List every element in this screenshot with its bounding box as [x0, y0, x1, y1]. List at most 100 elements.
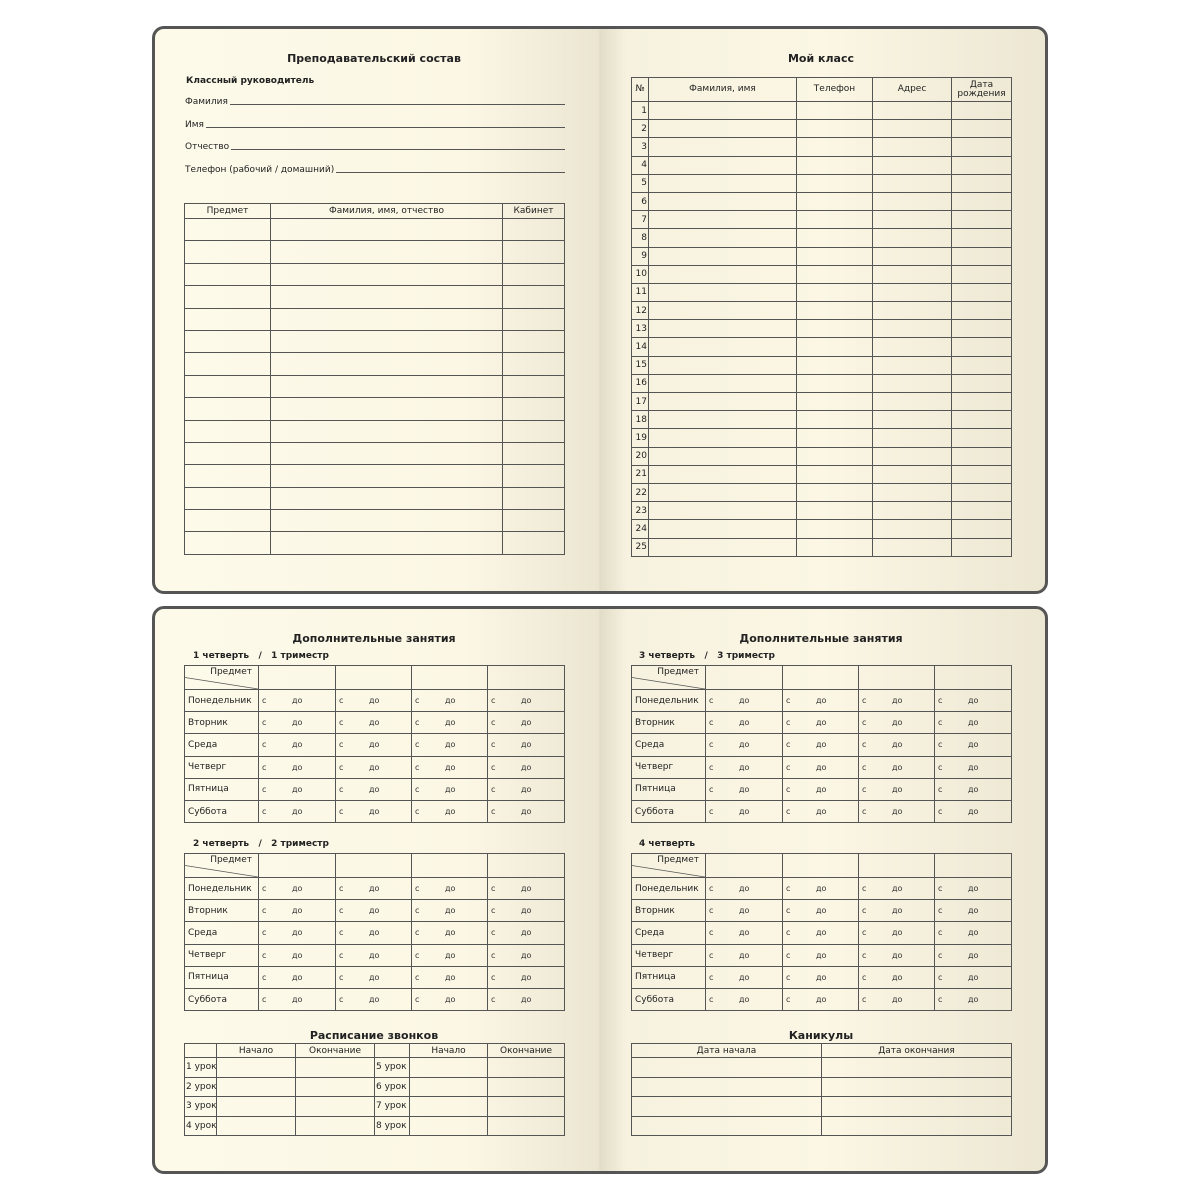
- input-cell[interactable]: [648, 501, 797, 521]
- input-cell[interactable]: [951, 501, 1012, 521]
- input-cell[interactable]: [872, 464, 952, 484]
- time-range-cell[interactable]: с до: [934, 777, 1012, 801]
- input-cell[interactable]: [796, 337, 873, 357]
- time-range-cell[interactable]: с до: [934, 799, 1012, 824]
- input-cell[interactable]: [409, 1057, 488, 1078]
- time-range-cell[interactable]: с до: [411, 921, 488, 945]
- subject-input-cell[interactable]: [782, 853, 859, 878]
- time-range-cell[interactable]: с до: [858, 733, 935, 757]
- input-cell[interactable]: [951, 246, 1012, 266]
- time-range-cell[interactable]: с до: [858, 876, 935, 901]
- input-cell[interactable]: [184, 240, 271, 264]
- input-cell[interactable]: [796, 482, 873, 503]
- input-cell[interactable]: [216, 1057, 296, 1078]
- input-cell[interactable]: [951, 410, 1012, 430]
- input-cell[interactable]: [295, 1115, 375, 1136]
- input-cell[interactable]: [270, 217, 503, 242]
- input-cell[interactable]: [951, 373, 1012, 394]
- subject-input-cell[interactable]: [258, 665, 336, 690]
- input-cell[interactable]: [951, 519, 1012, 539]
- subject-input-cell[interactable]: [411, 665, 488, 690]
- input-cell[interactable]: [872, 337, 952, 357]
- time-range-cell[interactable]: с до: [487, 799, 565, 824]
- input-cell[interactable]: [951, 446, 1012, 466]
- time-range-cell[interactable]: с до: [335, 965, 412, 989]
- input-cell[interactable]: [951, 428, 1012, 448]
- time-range-cell[interactable]: с до: [411, 711, 488, 735]
- input-cell[interactable]: [796, 319, 873, 339]
- input-cell[interactable]: [872, 137, 952, 157]
- input-cell[interactable]: [796, 282, 873, 303]
- time-range-cell[interactable]: с до: [705, 733, 783, 757]
- time-range-cell[interactable]: с до: [858, 965, 935, 989]
- input-cell[interactable]: [270, 240, 503, 264]
- input-cell[interactable]: [951, 119, 1012, 139]
- time-range-cell[interactable]: с до: [934, 965, 1012, 989]
- input-cell[interactable]: [502, 240, 565, 264]
- time-range-cell[interactable]: с до: [335, 876, 412, 901]
- input-cell[interactable]: [648, 337, 797, 357]
- input-cell[interactable]: [951, 191, 1012, 212]
- time-range-cell[interactable]: с до: [934, 899, 1012, 923]
- input-cell[interactable]: [951, 337, 1012, 357]
- time-range-cell[interactable]: с до: [258, 965, 336, 989]
- time-range-cell[interactable]: с до: [858, 755, 935, 779]
- input-cell[interactable]: [796, 537, 873, 557]
- input-cell[interactable]: [951, 464, 1012, 484]
- input-cell[interactable]: [184, 419, 271, 443]
- time-range-cell[interactable]: с до: [487, 943, 565, 967]
- input-cell[interactable]: [872, 282, 952, 303]
- time-range-cell[interactable]: с до: [487, 755, 565, 779]
- time-range-cell[interactable]: с до: [411, 943, 488, 967]
- input-cell[interactable]: [872, 446, 952, 466]
- input-cell[interactable]: [648, 464, 797, 484]
- phone-field[interactable]: Телефон (рабочий / домашний): [185, 165, 565, 175]
- input-cell[interactable]: [872, 119, 952, 139]
- input-cell[interactable]: [648, 210, 797, 230]
- input-cell[interactable]: [216, 1076, 296, 1097]
- input-cell[interactable]: [502, 217, 565, 242]
- time-range-cell[interactable]: с до: [258, 688, 336, 713]
- subject-input-cell[interactable]: [934, 665, 1012, 690]
- input-cell[interactable]: [796, 446, 873, 466]
- input-cell[interactable]: [648, 264, 797, 284]
- input-cell[interactable]: [872, 210, 952, 230]
- input-cell[interactable]: [872, 355, 952, 375]
- input-cell[interactable]: [184, 262, 271, 287]
- time-range-cell[interactable]: с до: [335, 711, 412, 735]
- input-cell[interactable]: [951, 210, 1012, 230]
- input-cell[interactable]: [648, 428, 797, 448]
- input-cell[interactable]: [796, 301, 873, 321]
- time-range-cell[interactable]: с до: [934, 711, 1012, 735]
- time-range-cell[interactable]: с до: [487, 688, 565, 713]
- time-range-cell[interactable]: с до: [258, 755, 336, 779]
- input-cell[interactable]: [648, 155, 797, 175]
- input-cell[interactable]: [796, 428, 873, 448]
- input-cell[interactable]: [487, 1057, 565, 1078]
- time-range-cell[interactable]: с до: [705, 755, 783, 779]
- input-cell[interactable]: [502, 464, 565, 488]
- input-cell[interactable]: [796, 373, 873, 394]
- input-cell[interactable]: [951, 173, 1012, 193]
- input-cell[interactable]: [648, 391, 797, 412]
- time-range-cell[interactable]: с до: [487, 965, 565, 989]
- time-range-cell[interactable]: с до: [934, 921, 1012, 945]
- time-range-cell[interactable]: с до: [258, 777, 336, 801]
- time-range-cell[interactable]: с до: [705, 711, 783, 735]
- input-cell[interactable]: [951, 319, 1012, 339]
- time-range-cell[interactable]: с до: [487, 899, 565, 923]
- time-range-cell[interactable]: с до: [335, 987, 412, 1012]
- time-range-cell[interactable]: с до: [782, 733, 859, 757]
- time-range-cell[interactable]: с до: [705, 688, 783, 713]
- subject-input-cell[interactable]: [487, 665, 565, 690]
- input-cell[interactable]: [184, 285, 271, 309]
- input-cell[interactable]: [487, 1115, 565, 1136]
- time-range-cell[interactable]: с до: [335, 943, 412, 967]
- input-cell[interactable]: [821, 1076, 1012, 1097]
- time-range-cell[interactable]: с до: [258, 876, 336, 901]
- input-cell[interactable]: [648, 537, 797, 557]
- time-range-cell[interactable]: с до: [705, 799, 783, 824]
- input-cell[interactable]: [502, 531, 565, 555]
- input-cell[interactable]: [872, 519, 952, 539]
- time-range-cell[interactable]: с до: [705, 876, 783, 901]
